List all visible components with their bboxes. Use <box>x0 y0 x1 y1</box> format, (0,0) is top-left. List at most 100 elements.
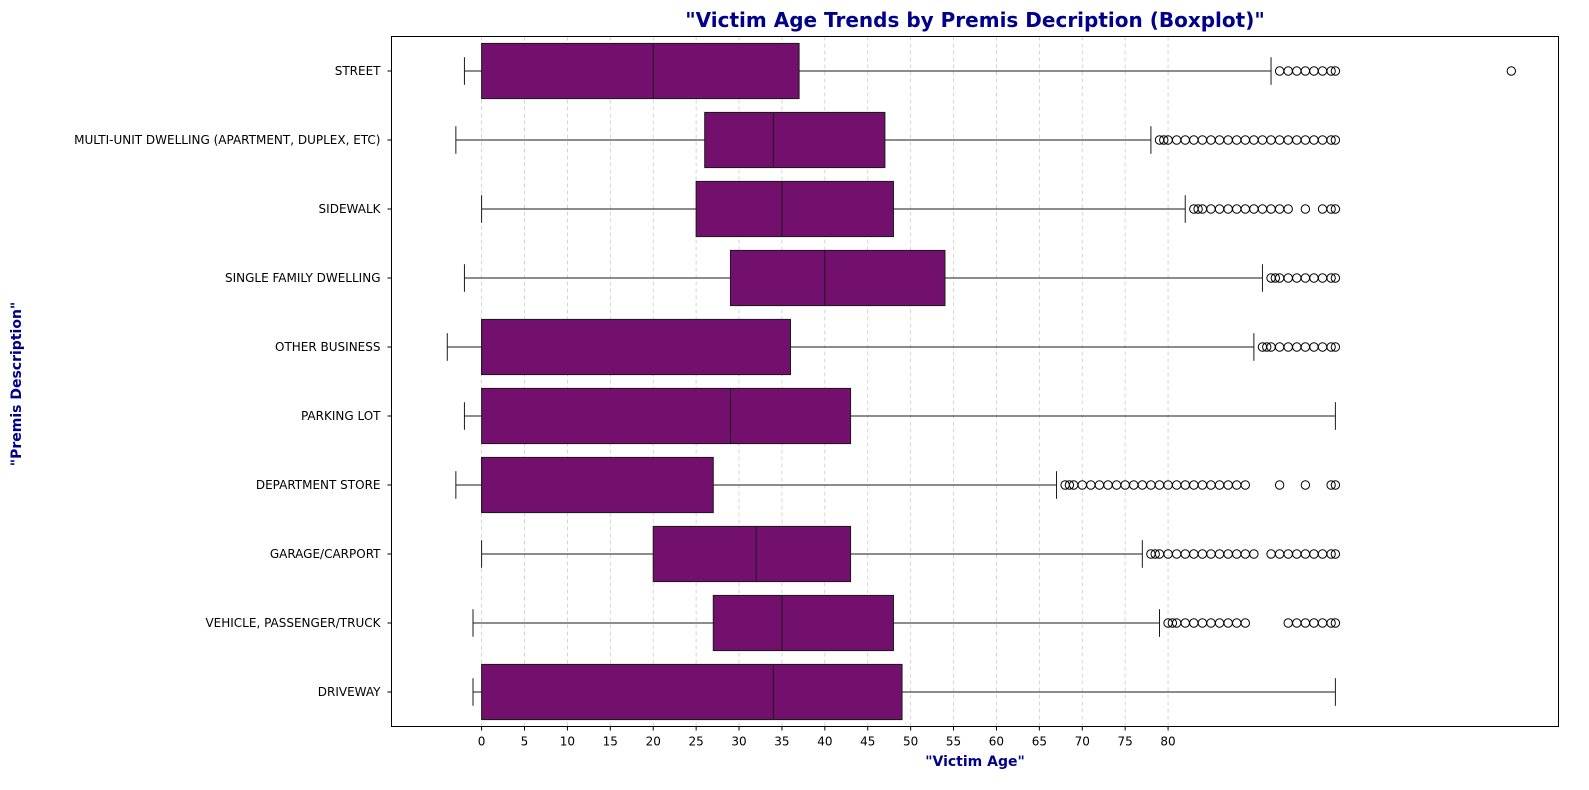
outlier-point <box>1330 480 1341 490</box>
outlier-point <box>1300 618 1311 628</box>
box-group <box>463 42 1272 100</box>
box-group <box>455 456 1058 514</box>
outlier-point <box>1326 204 1336 214</box>
outlier-point <box>1240 135 1250 145</box>
outlier-point <box>1326 342 1336 352</box>
outlier-point <box>1214 618 1225 628</box>
outlier-point <box>1086 480 1096 490</box>
x-tick-label: 80 <box>1160 735 1175 749</box>
outlier-point <box>1309 549 1319 559</box>
outlier-point <box>1283 618 1293 628</box>
outlier-point <box>1137 480 1148 490</box>
y-tick-label: SINGLE FAMILY DWELLING <box>225 271 381 285</box>
box-group <box>446 318 1255 376</box>
outlier-point <box>1292 273 1302 283</box>
outlier-point <box>1300 273 1311 283</box>
outlier-point <box>1283 135 1293 145</box>
outlier-point <box>1283 342 1293 352</box>
x-axis-label: "Victim Age" <box>925 754 1025 770</box>
outlier-point <box>1300 342 1311 352</box>
chart-title: "Victim Age Trends by Premis Decription … <box>685 8 1265 32</box>
outlier-point <box>1257 135 1268 145</box>
outlier-point <box>1240 618 1250 628</box>
outlier-point <box>1257 204 1268 214</box>
outlier-point <box>1206 480 1216 490</box>
outlier-point <box>1300 480 1311 490</box>
box-group <box>463 387 1336 445</box>
outlier-point <box>1274 480 1285 490</box>
y-tick-label: OTHER BUSINESS <box>275 340 381 354</box>
iqr-box <box>481 42 800 100</box>
outlier-point <box>1206 204 1216 214</box>
outlier-point <box>1240 480 1250 490</box>
outlier-point <box>1274 204 1285 214</box>
outlier-point <box>1266 135 1276 145</box>
outlier-point <box>1249 135 1259 145</box>
outlier-point <box>1223 549 1233 559</box>
outlier-point <box>1330 204 1341 214</box>
outlier-point <box>1240 204 1250 214</box>
outlier-point <box>1317 204 1328 214</box>
x-tick-label: 65 <box>1032 735 1047 749</box>
outlier-point <box>1154 480 1165 490</box>
outlier-point <box>1232 204 1242 214</box>
outlier-point <box>1283 204 1293 214</box>
iqr-box <box>712 594 894 652</box>
outlier-point <box>1330 135 1341 145</box>
outlier-point <box>1317 273 1328 283</box>
outlier-point <box>1180 480 1190 490</box>
box-group <box>481 180 1186 238</box>
outlier-point <box>1189 549 1199 559</box>
outlier-point <box>1232 549 1242 559</box>
x-tick-label: 40 <box>817 735 832 749</box>
outlier-point <box>1262 342 1272 352</box>
iqr-box <box>481 456 714 514</box>
outlier-point <box>1274 549 1285 559</box>
outlier-point <box>1249 549 1259 559</box>
outlier-point <box>1171 480 1182 490</box>
outlier-point <box>1129 480 1139 490</box>
box-group <box>455 111 1152 169</box>
iqr-box <box>704 111 886 169</box>
outlier-point <box>1283 273 1293 283</box>
outlier-point <box>1309 342 1319 352</box>
outlier-point <box>1197 549 1208 559</box>
x-tick-label: 35 <box>774 735 789 749</box>
outlier-point <box>1326 480 1336 490</box>
outlier-point <box>1232 618 1242 628</box>
outlier-point <box>1330 549 1341 559</box>
outlier-point <box>1266 549 1276 559</box>
outlier-point <box>1103 480 1113 490</box>
outlier-point <box>1249 204 1259 214</box>
outlier-point <box>1292 549 1302 559</box>
y-tick-label: VEHICLE, PASSENGER/TRUCK <box>205 616 381 630</box>
ticks-layer: 0 5 10 15 20 25 30 35 40 45 50 55 60 65 70 75 80 STREET MU… <box>74 64 1176 749</box>
outlier-point <box>1111 480 1122 490</box>
outlier-point <box>1223 618 1233 628</box>
y-tick-label: DEPARTMENT STORE <box>256 478 381 492</box>
outlier-point <box>1206 618 1216 628</box>
outlier-point <box>1189 618 1199 628</box>
y-tick-label: STREET <box>335 64 381 78</box>
outlier-point <box>1330 66 1341 76</box>
outlier-point <box>1171 549 1182 559</box>
outlier-point <box>1317 342 1328 352</box>
outlier-point <box>1330 618 1341 628</box>
outlier-point <box>1300 135 1311 145</box>
outlier-point <box>1240 549 1250 559</box>
outlier-point <box>1309 618 1319 628</box>
x-tick-label: 70 <box>1075 735 1090 749</box>
outlier-point <box>1300 204 1311 214</box>
iqr-box <box>481 387 852 445</box>
x-tick-label: 50 <box>903 735 918 749</box>
y-tick-label: MULTI-UNIT DWELLING (APARTMENT, DUPLEX, … <box>74 133 380 147</box>
outlier-point <box>1094 480 1105 490</box>
outlier-point <box>1189 480 1199 490</box>
boxes-layer <box>446 42 1336 721</box>
outlier-point <box>1283 66 1293 76</box>
outlier-point <box>1146 480 1156 490</box>
x-tick-label: 25 <box>688 735 703 749</box>
outlier-point <box>1214 204 1225 214</box>
outlier-point <box>1159 135 1169 145</box>
